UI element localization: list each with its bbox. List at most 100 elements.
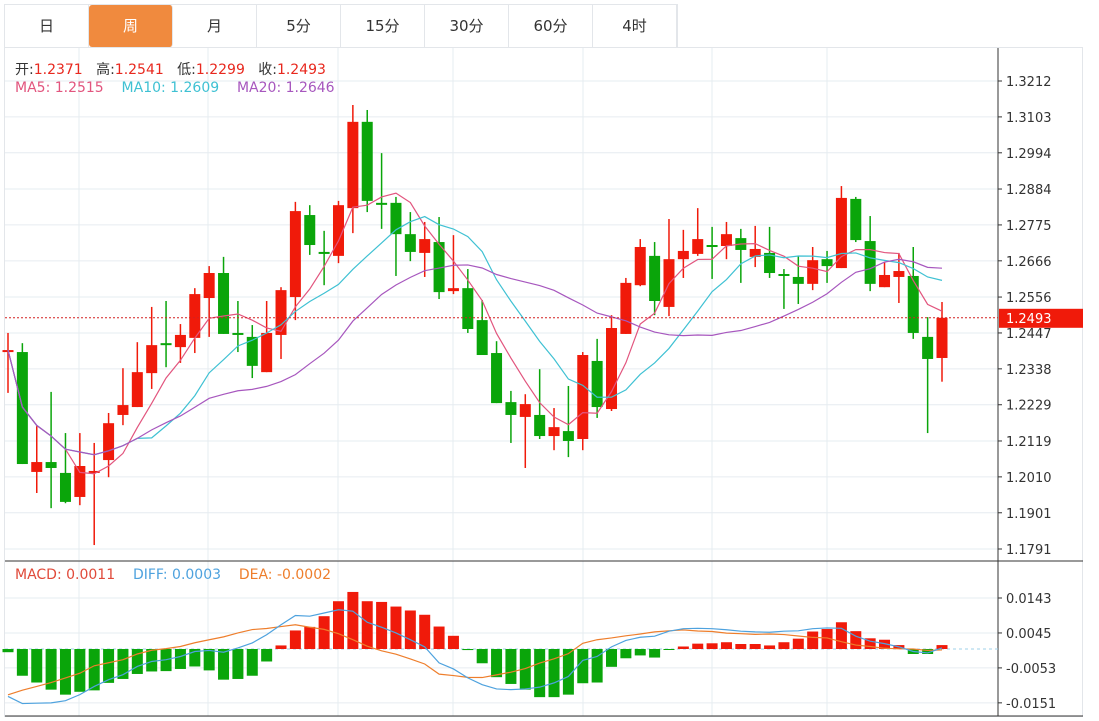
candle <box>261 301 273 373</box>
candle-body <box>74 466 86 497</box>
tab-4hour[interactable]: 4时 <box>593 5 677 47</box>
candle <box>146 306 158 389</box>
macd-bar <box>807 631 819 649</box>
tab-month[interactable]: 月 <box>173 5 257 47</box>
candle <box>376 153 388 229</box>
macd-tick-label: 0.0143 <box>1006 592 1052 607</box>
candle <box>361 109 373 213</box>
candle-body <box>850 198 862 241</box>
macd-legend: MACD: 0.0011 DIFF: 0.0003 DEA: -0.0002 <box>15 567 331 583</box>
macd-bar <box>764 645 776 649</box>
candle <box>778 269 790 309</box>
candle <box>821 250 833 283</box>
candle-body <box>218 273 230 334</box>
candle-body <box>907 275 919 333</box>
candle-body <box>548 427 560 437</box>
macd-bar <box>534 649 546 698</box>
macd-bar <box>692 643 704 649</box>
candle <box>447 235 459 295</box>
candle-body <box>692 239 704 254</box>
price-tick-label: 1.3103 <box>1006 111 1052 126</box>
candle-body <box>792 276 804 284</box>
high-label: 高: <box>96 62 115 78</box>
candle-body <box>174 334 186 348</box>
price-tick-label: 1.2229 <box>1006 399 1052 414</box>
candle-body <box>677 250 689 260</box>
candle <box>850 196 862 243</box>
candle-body <box>534 414 546 437</box>
ma-legend: MA5: 1.2515 MA10: 1.2609 MA20: 1.2646 <box>15 80 335 96</box>
price-tick-label: 1.2556 <box>1006 291 1052 306</box>
macd-bar <box>677 646 689 649</box>
macd-bar <box>261 649 273 662</box>
macd-bar <box>246 649 258 676</box>
macd-bar <box>749 644 761 649</box>
price-tick-label: 1.2119 <box>1006 435 1052 450</box>
candle-body <box>519 404 531 417</box>
candle-body <box>879 274 891 288</box>
candle <box>620 277 632 334</box>
candle-body <box>146 345 158 374</box>
candle-body <box>31 462 43 472</box>
macd-bar <box>117 649 129 679</box>
candle-body <box>189 294 201 338</box>
candle-body <box>246 336 258 366</box>
macd-bar <box>706 643 718 649</box>
candle-body <box>103 423 115 461</box>
macd-tick-label: 0.0045 <box>1006 627 1052 642</box>
open-label: 开: <box>15 62 34 78</box>
tab-5min[interactable]: 5分 <box>257 5 341 47</box>
macd-bar <box>548 649 560 698</box>
price-tick-label: 1.1901 <box>1006 507 1052 522</box>
candle-body <box>117 405 129 415</box>
macd-bar <box>203 649 215 671</box>
candle <box>577 352 589 451</box>
candle-body <box>764 252 776 274</box>
tab-week[interactable]: 周 <box>89 5 173 47</box>
macd-bar <box>74 649 86 692</box>
candle-body <box>562 431 574 441</box>
candle <box>131 342 143 408</box>
candle-body <box>749 248 761 257</box>
macd-bar <box>232 649 244 679</box>
close-label: 收: <box>258 62 277 78</box>
tab-30min[interactable]: 30分 <box>425 5 509 47</box>
tab-15min[interactable]: 15分 <box>341 5 425 47</box>
candle-body <box>203 273 215 299</box>
macd-bar <box>591 649 603 683</box>
candle <box>304 205 316 255</box>
ma20-line <box>7 258 943 456</box>
candle-body <box>491 353 503 404</box>
dea-value: DEA: -0.0002 <box>238 567 332 583</box>
macd-tick-label: -0.0053 <box>1006 662 1056 677</box>
candle-body <box>232 332 244 335</box>
macd-bar <box>16 649 28 676</box>
ohlc-legend: 开:1.2371 高:1.2541 低:1.2299 收:1.2493 <box>15 59 326 79</box>
candle-body <box>476 320 488 356</box>
tab-60min[interactable]: 60分 <box>509 5 593 47</box>
macd-bar <box>505 649 517 684</box>
candle <box>476 300 488 356</box>
candle <box>117 368 129 426</box>
macd-bar <box>289 630 301 649</box>
tab-day[interactable]: 日 <box>5 5 89 47</box>
candle <box>218 256 230 334</box>
candle-body <box>45 462 57 468</box>
candle <box>419 221 431 277</box>
close-value: 1.2493 <box>276 62 326 78</box>
macd-bar <box>174 649 186 669</box>
ma20-value: MA20: 1.2646 <box>236 80 335 96</box>
candle <box>289 201 301 321</box>
open-value: 1.2371 <box>33 62 83 78</box>
candle <box>663 218 675 317</box>
price-tick-label: 1.2994 <box>1006 147 1052 162</box>
candle <box>735 228 747 283</box>
macd-bar <box>850 631 862 649</box>
candle-body <box>347 121 359 209</box>
low-value: 1.2299 <box>195 62 245 78</box>
candle <box>720 221 732 260</box>
macd-bar <box>936 645 948 649</box>
candle <box>534 369 546 439</box>
candle <box>275 287 287 359</box>
